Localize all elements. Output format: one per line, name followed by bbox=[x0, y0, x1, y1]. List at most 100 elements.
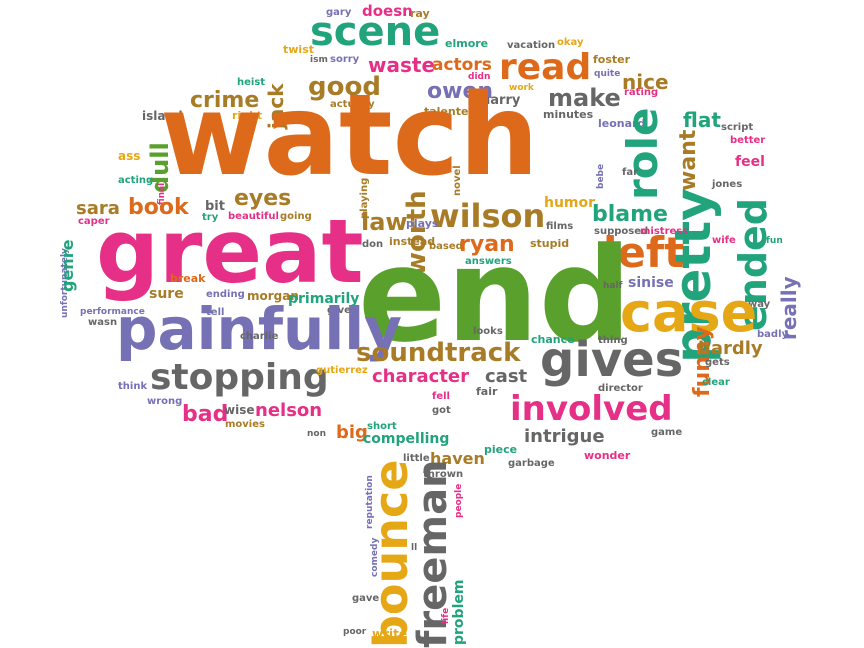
word-script: script bbox=[721, 122, 754, 133]
word-way: way bbox=[748, 299, 771, 310]
word-big: big bbox=[336, 422, 368, 443]
word-talented: talented bbox=[424, 105, 477, 118]
word-wilson: wilson bbox=[430, 197, 546, 235]
word-films: films bbox=[546, 221, 574, 232]
word-sure: sure bbox=[149, 286, 184, 302]
word-comedy: comedy bbox=[370, 537, 380, 577]
word-didn: didn bbox=[468, 72, 491, 82]
word-wise: wise bbox=[224, 403, 255, 417]
word-leonard: leonard bbox=[598, 117, 646, 130]
word-little: little bbox=[403, 453, 430, 464]
word-doesn: doesn bbox=[362, 2, 413, 20]
word-chance: chance bbox=[531, 333, 575, 346]
word-ass: ass bbox=[118, 149, 141, 163]
word-foster: foster bbox=[593, 53, 631, 66]
word-supposed: supposed bbox=[594, 226, 649, 237]
word-great: great bbox=[96, 200, 364, 303]
word-role: role bbox=[618, 107, 667, 200]
word-wife: wife bbox=[712, 235, 736, 246]
word-jones: jones bbox=[712, 179, 743, 190]
word-gary: gary bbox=[326, 7, 352, 18]
word-given: given bbox=[327, 305, 359, 316]
word-sara: sara bbox=[76, 198, 120, 219]
word-gutierrez: gutierrez bbox=[316, 365, 368, 376]
word-involved: involved bbox=[510, 389, 673, 429]
word-quite: quite bbox=[594, 69, 621, 79]
word-answers: answers bbox=[465, 256, 512, 267]
word-problem: problem bbox=[451, 579, 467, 645]
word-ending: ending bbox=[206, 289, 245, 300]
word-intrigue: intrigue bbox=[524, 426, 605, 447]
word-looks: looks bbox=[473, 326, 503, 337]
word-wasn: wasn bbox=[88, 317, 118, 328]
word-blame: blame bbox=[592, 202, 668, 227]
word-hardly: hardly bbox=[698, 338, 763, 359]
word-bit: bit bbox=[205, 199, 225, 214]
word-based: based bbox=[429, 241, 463, 252]
word-vacation: vacation bbox=[507, 40, 556, 51]
word-gave: gave bbox=[352, 593, 380, 604]
word-owen: owen bbox=[427, 79, 494, 104]
word-primarily: primarily bbox=[288, 291, 360, 307]
word-make: make bbox=[548, 84, 621, 112]
word-elmore: elmore bbox=[445, 37, 489, 50]
word-don: don bbox=[362, 239, 384, 250]
word-wonder: wonder bbox=[584, 449, 631, 462]
word-okay: okay bbox=[557, 37, 584, 48]
word-heist: heist bbox=[237, 77, 266, 88]
word-break: break bbox=[170, 272, 206, 285]
word-bebe: bebe bbox=[596, 163, 606, 189]
word-haven: haven bbox=[430, 449, 485, 468]
word-waste: waste bbox=[368, 53, 436, 77]
word-bad: bad bbox=[182, 402, 229, 427]
word-fair: fair bbox=[476, 385, 498, 398]
word-end: end bbox=[358, 219, 632, 371]
word-short: short bbox=[367, 421, 397, 432]
word-garbage: garbage bbox=[508, 458, 555, 469]
word-left: left bbox=[603, 228, 685, 277]
word-got: got bbox=[432, 405, 451, 416]
word-stopping: stopping bbox=[150, 357, 329, 398]
word-novel: novel bbox=[452, 165, 463, 196]
word-people: people bbox=[454, 483, 464, 518]
word-fell: fell bbox=[432, 391, 450, 402]
word-far: far bbox=[622, 167, 639, 178]
word-thing: thing bbox=[598, 335, 628, 346]
word-compelling: compelling bbox=[363, 431, 450, 447]
word-harry: harry bbox=[481, 93, 521, 108]
word-piece: piece bbox=[484, 443, 518, 456]
word-write: write bbox=[372, 627, 407, 641]
word-ryan: ryan bbox=[459, 232, 515, 257]
word-poor: poor bbox=[343, 627, 367, 637]
word-watch: watch bbox=[160, 71, 539, 201]
word-actors: actors bbox=[432, 55, 492, 75]
word-humor: humor bbox=[544, 195, 596, 211]
word-beautiful: beautiful bbox=[228, 211, 279, 222]
word-sinise: sinise bbox=[628, 275, 674, 291]
word-nice: nice bbox=[622, 70, 669, 94]
word-performance: performance bbox=[80, 307, 145, 317]
word-nelson: nelson bbox=[255, 400, 323, 421]
word-sorry: sorry bbox=[330, 54, 360, 65]
word-non: non bbox=[307, 429, 326, 439]
word-gets: gets bbox=[705, 357, 730, 368]
word-caper: caper bbox=[78, 216, 110, 227]
word-instead: instead bbox=[389, 235, 436, 248]
word-genre: genre bbox=[58, 239, 77, 292]
word-ray: ray bbox=[410, 7, 430, 20]
word-going: going bbox=[280, 211, 312, 222]
word-mistress: mistress bbox=[640, 226, 689, 237]
word-soundtrack: soundtrack bbox=[356, 338, 521, 368]
word-wrong: wrong bbox=[147, 396, 183, 407]
word-feel: feel bbox=[735, 154, 765, 170]
word-flat: flat bbox=[683, 108, 721, 132]
word-ll: ll bbox=[411, 543, 418, 553]
word-fun: fun bbox=[766, 236, 783, 246]
word-right: right bbox=[232, 109, 263, 122]
word-clear: clear bbox=[702, 377, 730, 388]
word-case: case bbox=[620, 281, 758, 344]
word-better: better bbox=[730, 135, 766, 146]
word-rating: rating bbox=[624, 87, 659, 98]
word-movies: movies bbox=[225, 419, 265, 430]
